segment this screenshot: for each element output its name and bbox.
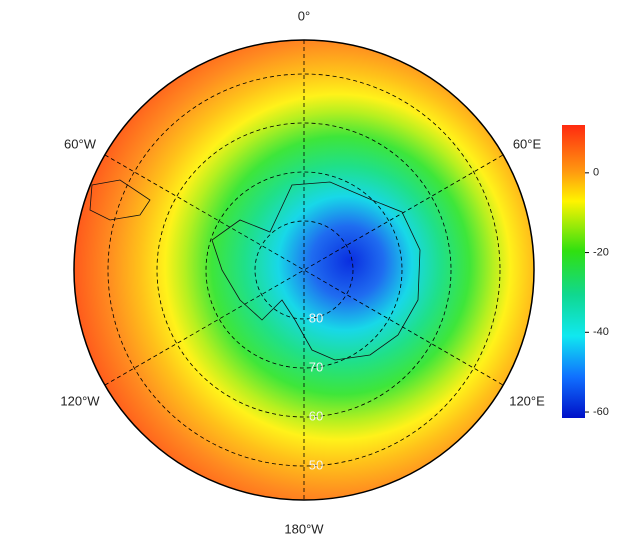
colorbar-tick-label: -60 xyxy=(593,406,609,418)
parallel xyxy=(205,171,403,369)
south-america-coastline xyxy=(89,179,151,221)
meridian-label: 0° xyxy=(298,8,310,23)
meridian-label: 60°W xyxy=(64,136,97,151)
parallels: 80 70 60 50 xyxy=(107,73,501,472)
parallel xyxy=(156,122,452,418)
antarctica-coastline xyxy=(211,181,421,361)
colorbar-tick-label: 0 xyxy=(593,167,599,179)
meridian-label: 180°W xyxy=(284,521,324,536)
meridian-label: 120°E xyxy=(509,393,545,408)
colorbar-tick-label: -40 xyxy=(593,326,609,338)
parallel xyxy=(254,220,354,320)
colorbar xyxy=(562,125,585,418)
temperature-field xyxy=(74,40,534,500)
colorbar-tick-label: -20 xyxy=(593,246,609,258)
latitude-label: 80 xyxy=(309,310,323,325)
map-field xyxy=(74,40,534,500)
latitude-label: 60 xyxy=(309,408,323,423)
meridian-label: 120°W xyxy=(60,393,100,408)
parallel xyxy=(107,73,501,467)
colorbar-ticks: 0 -20 -40 -60 xyxy=(585,167,609,418)
meridian-label: 60°E xyxy=(513,136,542,151)
latitude-label: 70 xyxy=(309,359,323,374)
latitude-label: 50 xyxy=(309,457,323,472)
